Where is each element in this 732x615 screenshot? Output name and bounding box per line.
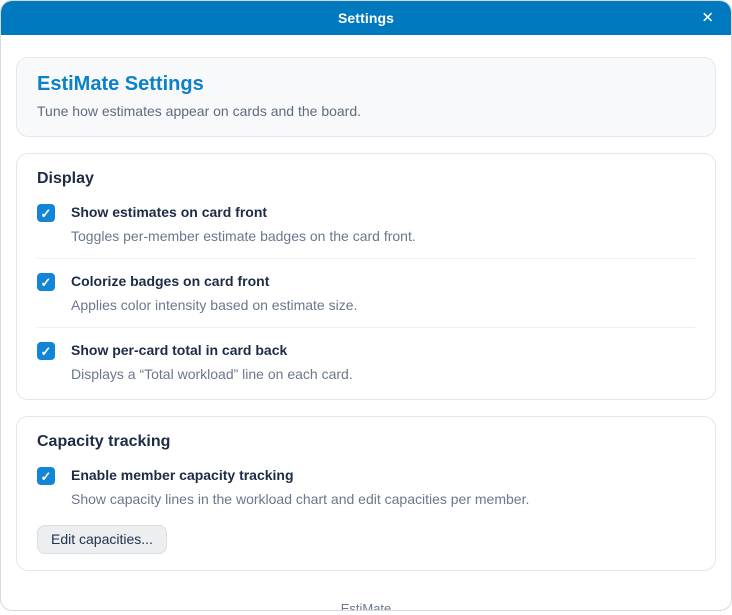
option-colorize-badges: ✓ Colorize badges on card front Applies …	[37, 272, 695, 314]
option-capacity-tracking: ✓ Enable member capacity tracking Show c…	[37, 466, 695, 508]
modal-title: Settings	[337, 10, 395, 26]
option-description: Displays a “Total workload” line on each…	[71, 366, 353, 382]
option-text: Enable member capacity tracking Show cap…	[71, 466, 529, 508]
checkbox-colorize-badges[interactable]: ✓	[37, 273, 55, 291]
option-per-card-total: ✓ Show per-card total in card back Displ…	[37, 341, 695, 383]
edit-capacities-button[interactable]: Edit capacities...	[37, 525, 167, 554]
option-description: Toggles per-member estimate badges on th…	[71, 228, 416, 244]
option-description: Show capacity lines in the workload char…	[71, 491, 530, 507]
intro-card: EstiMate Settings Tune how estimates app…	[16, 57, 716, 137]
option-label[interactable]: Colorize badges on card front	[71, 273, 270, 289]
option-text: Show estimates on card front Toggles per…	[71, 203, 416, 245]
option-description: Applies color intensity based on estimat…	[71, 297, 358, 313]
checkmark-icon: ✓	[40, 468, 52, 484]
option-label[interactable]: Enable member capacity tracking	[71, 467, 294, 483]
checkbox-capacity-tracking[interactable]: ✓	[37, 467, 55, 485]
checkmark-icon: ✓	[40, 205, 52, 221]
checkbox-per-card-total[interactable]: ✓	[37, 342, 55, 360]
option-text: Show per-card total in card back Display…	[71, 341, 353, 383]
modal-header: Settings ✕	[1, 1, 731, 35]
option-show-estimates: ✓ Show estimates on card front Toggles p…	[37, 203, 695, 245]
page-title: EstiMate Settings	[37, 73, 204, 95]
divider	[37, 327, 695, 328]
capacity-heading: Capacity tracking	[37, 433, 171, 450]
option-text: Colorize badges on card front Applies co…	[71, 272, 357, 314]
close-icon[interactable]: ✕	[697, 9, 718, 28]
modal-body: EstiMate Settings Tune how estimates app…	[1, 35, 731, 611]
checkbox-show-estimates[interactable]: ✓	[37, 204, 55, 222]
display-section: Display ✓ Show estimates on card front T…	[16, 153, 716, 400]
page-subtitle: Tune how estimates appear on cards and t…	[37, 103, 362, 119]
checkmark-icon: ✓	[40, 343, 52, 359]
display-heading: Display	[37, 170, 94, 187]
divider	[37, 258, 695, 259]
checkmark-icon: ✓	[40, 274, 52, 290]
footer-brand: EstiMate	[340, 601, 392, 611]
capacity-section: Capacity tracking ✓ Enable member capaci…	[16, 416, 716, 571]
option-label[interactable]: Show per-card total in card back	[71, 342, 288, 358]
option-label[interactable]: Show estimates on card front	[71, 204, 268, 220]
